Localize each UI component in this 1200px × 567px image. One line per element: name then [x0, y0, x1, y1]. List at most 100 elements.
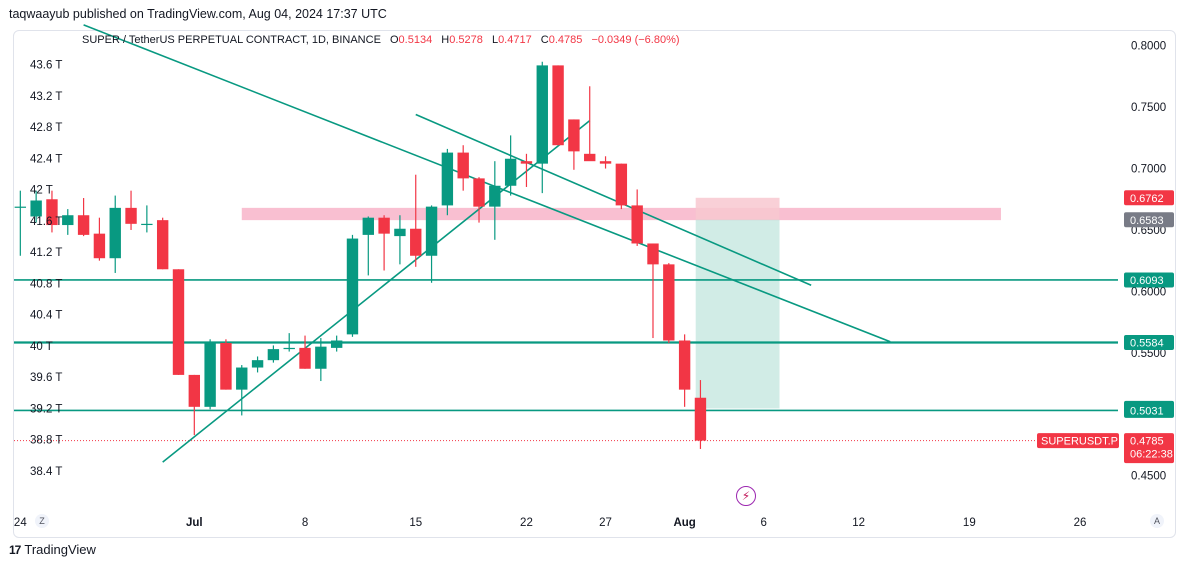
trend-line — [162, 120, 591, 463]
candle-body — [14, 206, 27, 208]
candle-body — [220, 342, 232, 390]
price-label-badge — [1124, 212, 1174, 228]
right-axis-tick: 0.8000 — [1131, 41, 1166, 53]
candle-body — [504, 158, 517, 186]
x-axis-tick: 27 — [599, 517, 612, 529]
left-axis-tick: 40.4 T — [30, 310, 62, 322]
price-label-text: 0.4785 — [1130, 436, 1164, 448]
right-axis-tick: 0.6000 — [1131, 286, 1166, 298]
candle-body — [615, 163, 628, 206]
symbol-legend: SUPER / TetherUS PERPETUAL CONTRACT, 1D,… — [82, 34, 680, 46]
candle-body — [457, 152, 469, 179]
candle-body — [663, 264, 675, 341]
x-axis-tick: 8 — [302, 517, 308, 529]
candle-body — [109, 207, 121, 259]
left-axis-tick: 41.2 T — [30, 247, 62, 259]
price-label-text: 0.5031 — [1130, 405, 1164, 417]
x-axis-tick: 19 — [963, 517, 976, 529]
left-axis-tick: 38.4 T — [30, 466, 62, 478]
position-target-zone — [695, 219, 780, 409]
candle-body — [93, 233, 106, 259]
left-axis-tick: 40.8 T — [30, 278, 62, 290]
brand: 17 TradingView — [9, 542, 96, 557]
x-axis-tick: 24 — [14, 517, 27, 529]
candle-body — [552, 65, 564, 146]
candle-body — [204, 342, 216, 407]
price-label-badge — [1124, 433, 1174, 464]
low-label: L — [491, 34, 499, 46]
candle-body — [346, 238, 359, 335]
candle-body — [141, 223, 153, 226]
left-axis-tick: 42 T — [30, 185, 53, 197]
candle-body — [156, 220, 169, 270]
candle-body — [236, 367, 248, 390]
change-value: −0.0349 (−6.80%) — [591, 34, 680, 46]
open-value: 0.5134 — [398, 34, 433, 46]
open-label: O — [389, 34, 399, 46]
candle-body — [394, 228, 406, 237]
candle-body — [441, 152, 454, 206]
right-axis-tick: 0.6500 — [1131, 225, 1166, 237]
x-axis-tick: 22 — [520, 517, 533, 529]
high-label: H — [441, 34, 450, 46]
right-axis-tick: 0.5500 — [1131, 348, 1166, 360]
left-axis-tick: 43.2 T — [30, 91, 62, 103]
close-label: C — [540, 34, 549, 46]
right-axis-tick: 0.7000 — [1131, 164, 1166, 176]
right-axis-tick: 0.4500 — [1131, 471, 1166, 483]
x-axis-tick: Aug — [673, 517, 695, 529]
trend-line — [415, 113, 812, 286]
chart-frame[interactable] — [13, 30, 1176, 538]
candle-body — [251, 360, 264, 368]
left-axis-tick: 38.8 T — [30, 435, 62, 447]
candle-body — [30, 200, 42, 217]
left-axis-tick: 40 T — [30, 341, 53, 353]
tradingview-logo-icon: 17 — [9, 542, 21, 557]
trend-line — [83, 24, 891, 343]
candle-body — [599, 161, 612, 164]
position-stop-zone — [695, 197, 780, 221]
low-value: 0.4717 — [498, 34, 532, 46]
right-axis-tick: 0.7500 — [1131, 102, 1166, 114]
candle-body — [267, 349, 280, 361]
candle-body — [62, 215, 74, 226]
symbol-tag-badge — [1037, 433, 1119, 449]
supply-zone — [241, 207, 1001, 221]
brand-name: TradingView — [24, 542, 96, 557]
x-axis-tick: 26 — [1074, 517, 1087, 529]
symbol-name[interactable]: SUPER / TetherUS PERPETUAL CONTRACT, 1D,… — [82, 34, 381, 46]
price-label-text: 0.6583 — [1130, 215, 1164, 227]
candle-body — [378, 217, 390, 234]
price-label-badge — [1124, 272, 1174, 288]
candle-body — [330, 340, 343, 348]
published-note: taqwaayub published on TradingView.com, … — [9, 7, 387, 21]
price-label-badge — [1124, 402, 1174, 418]
left-axis-tick: 42.4 T — [30, 153, 62, 165]
candle-body — [77, 215, 90, 235]
candle-body — [678, 340, 691, 390]
left-axis-tick: 39.6 T — [30, 372, 62, 384]
x-axis-tick: 15 — [409, 517, 422, 529]
log-scale-toggle[interactable]: Z — [35, 514, 49, 528]
countdown-text: 06:22:38 — [1130, 449, 1173, 461]
close-value: 0.4785 — [548, 34, 583, 46]
auto-scale-toggle[interactable]: A — [1150, 514, 1164, 528]
price-label-text: 0.5584 — [1130, 337, 1164, 349]
high-value: 0.5278 — [449, 34, 483, 46]
candle-body — [172, 269, 185, 375]
x-axis-tick: Jul — [186, 517, 203, 529]
left-axis-tick: 39.2 T — [30, 403, 62, 415]
candle-body — [568, 119, 580, 152]
candle-body — [283, 347, 295, 350]
left-axis-tick: 41.6 T — [30, 216, 62, 228]
candle-body — [315, 346, 327, 369]
symbol-tag-text: SUPERUSDT.P — [1041, 436, 1118, 448]
price-label-badge — [1124, 190, 1174, 206]
candle-body — [536, 65, 548, 164]
candle-body — [425, 206, 438, 256]
candle-body — [125, 207, 137, 224]
flash-icon[interactable]: ⚡ — [736, 486, 756, 506]
price-label-badge — [1124, 334, 1174, 350]
left-axis-tick: 42.8 T — [30, 122, 62, 134]
